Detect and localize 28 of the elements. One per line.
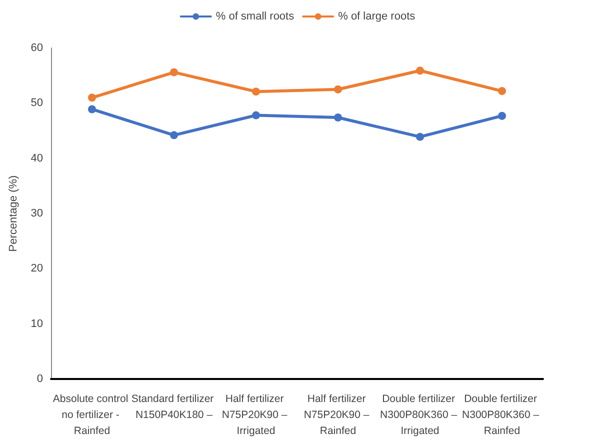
point [252, 111, 260, 120]
point [416, 66, 424, 75]
y-tick-label: 40 [30, 152, 43, 164]
x-tick-label: Standard fertilizer N150P40K180 – [131, 393, 217, 421]
x-tick-label: Half fertilizer N75P20K90 – Irrigated [222, 393, 290, 437]
x-tick-label: Absolute control no fertilizer - Rainfed [52, 393, 132, 437]
point [88, 94, 96, 102]
y-tick-label: 50 [30, 97, 43, 110]
legend-label: % of large roots [338, 10, 416, 22]
point [416, 132, 424, 141]
point [252, 88, 260, 96]
y-tick-label: 30 [30, 208, 43, 220]
y-tick-label: 60 [30, 42, 43, 54]
y-axis-title: Percentage (%) [8, 175, 20, 252]
point [170, 131, 178, 140]
y-tick-label: 10 [30, 318, 43, 330]
x-tick-label: Double fertilizer N300P80K360 – Rainfed [462, 393, 542, 437]
x-tick-label: Double fertilizer N300P80K360 – Irrigated [380, 393, 460, 437]
y-tick-label: 20 [30, 262, 43, 275]
legend-label: % of small roots [216, 10, 295, 22]
point [498, 112, 506, 120]
point [88, 105, 96, 114]
point [334, 114, 342, 122]
point [170, 68, 178, 76]
x-tick-label: Half fertilizer N75P20K90 – Rainfed [304, 393, 372, 437]
point [498, 87, 506, 96]
y-tick-label: 0 [36, 373, 43, 385]
point [334, 85, 342, 94]
